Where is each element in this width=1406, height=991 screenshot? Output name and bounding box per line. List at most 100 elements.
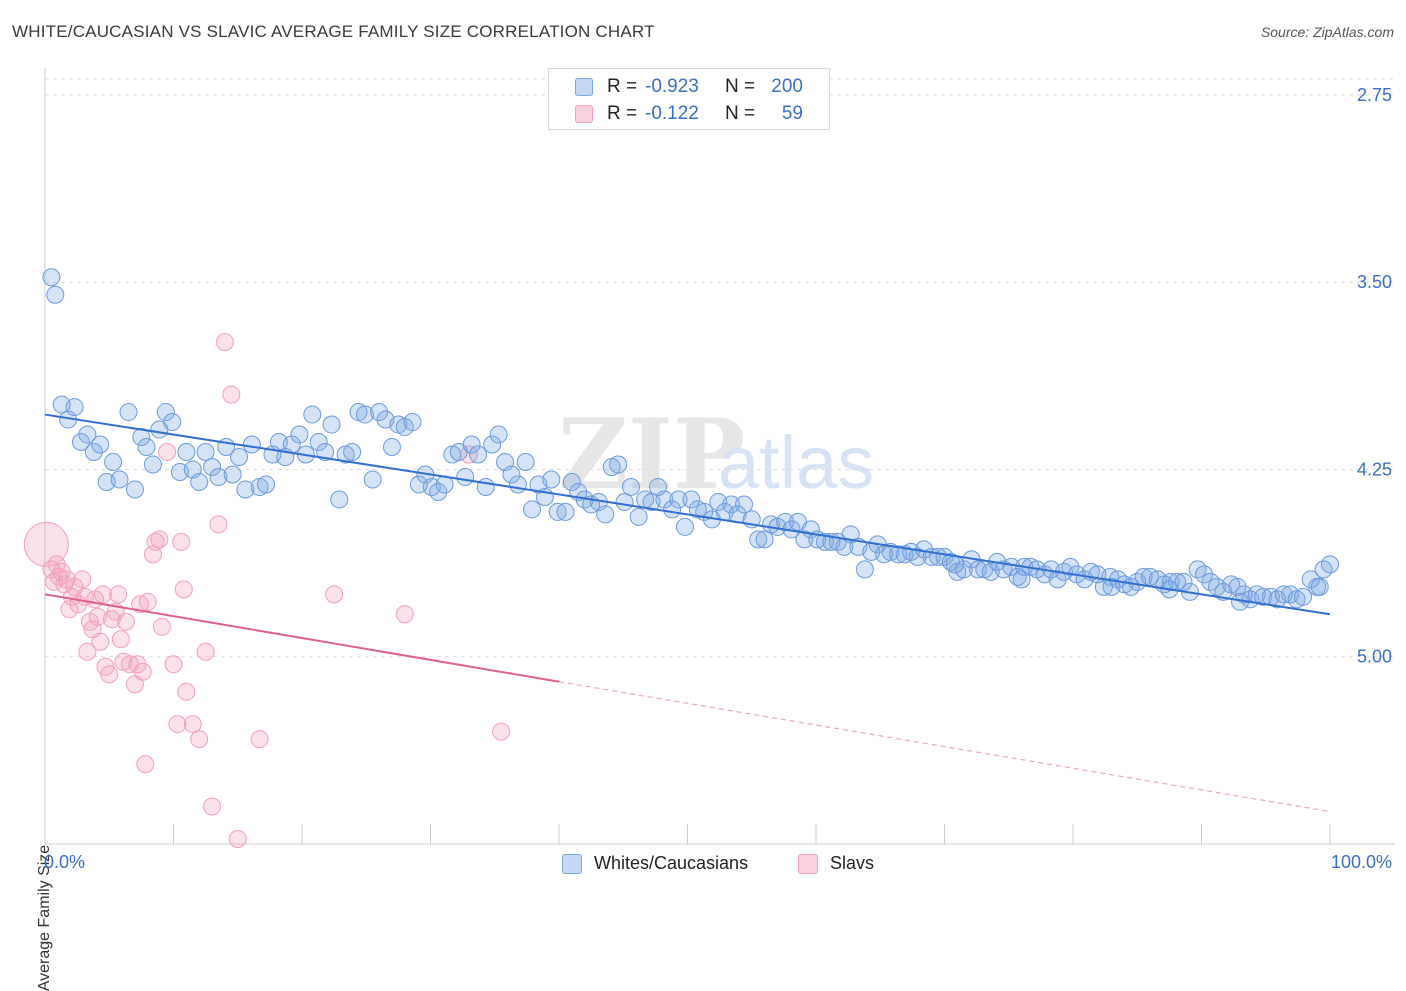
whites-point — [156, 403, 175, 422]
whites-point — [476, 477, 495, 496]
slavs-point — [177, 682, 196, 701]
y-tick-label: 5.00 — [1357, 647, 1392, 667]
n-label: N = — [725, 76, 756, 97]
whites-point — [196, 443, 215, 462]
whites-point — [429, 482, 448, 501]
whites-point — [542, 470, 561, 489]
whites-point — [682, 490, 701, 509]
whites-point — [945, 555, 964, 574]
n-value: 59 — [781, 103, 803, 124]
slavs-point — [164, 655, 183, 674]
whites-point — [795, 530, 814, 549]
slavs-point — [138, 592, 157, 611]
slavs-legend-swatch — [798, 854, 818, 874]
whites-point — [1301, 570, 1320, 589]
whites-point — [516, 452, 535, 471]
whites-point — [84, 443, 103, 462]
watermark-atlas: atlas — [718, 421, 874, 504]
whites-point — [143, 455, 162, 474]
slavs-point — [190, 730, 209, 749]
r-label: R = — [607, 76, 638, 97]
whites-point — [137, 438, 156, 457]
whites-point — [46, 285, 65, 304]
slavs-point — [78, 642, 97, 661]
whites-point — [403, 413, 422, 432]
y-tick-label: 4.25 — [1357, 459, 1392, 479]
whites-point — [596, 505, 615, 524]
slavs-trendline — [44, 593, 560, 683]
whites-point — [257, 475, 276, 494]
whites-point — [91, 435, 110, 454]
whites-point — [655, 490, 674, 509]
whites-point — [290, 425, 309, 444]
whites-point — [190, 472, 209, 491]
slavs-point — [196, 642, 215, 661]
slavs-point — [91, 632, 110, 651]
slavs-point — [172, 532, 191, 551]
whites-point — [456, 467, 475, 486]
whites-point — [1195, 565, 1214, 584]
whites-point — [675, 517, 694, 536]
slavs-point — [88, 607, 107, 626]
slavs-point — [109, 585, 128, 604]
whites-point — [355, 405, 374, 424]
whites-point — [1174, 572, 1193, 591]
whites-point — [1102, 577, 1121, 596]
whites-point — [119, 403, 138, 422]
slavs-point — [395, 605, 414, 624]
slavs-point — [111, 630, 130, 649]
whites-point — [382, 438, 401, 457]
whites-point — [722, 495, 741, 514]
whites-point — [502, 465, 521, 484]
whites-point — [1310, 577, 1329, 596]
whites-point — [1228, 577, 1247, 596]
slavs-point — [23, 521, 69, 567]
whites-point — [621, 477, 640, 496]
whites-point — [548, 502, 567, 521]
slavs-point — [250, 730, 269, 749]
whites-point — [523, 500, 542, 519]
slavs-point — [228, 830, 247, 849]
whites-point — [755, 530, 774, 549]
whites-trendline — [44, 413, 1331, 616]
whites-point — [469, 445, 488, 464]
slavs-point — [158, 443, 177, 462]
whites-point — [508, 475, 527, 494]
whites-point — [1254, 587, 1273, 606]
whites-point — [65, 398, 84, 417]
whites-point — [669, 490, 688, 509]
slavs-point — [100, 665, 119, 684]
whites-point — [78, 425, 97, 444]
whites-point — [629, 507, 648, 526]
slavs-point — [183, 715, 202, 734]
whites-point — [125, 480, 144, 499]
whites-point — [303, 405, 322, 424]
series-legend: Whites/Caucasians Slavs — [0, 852, 1406, 878]
slavs-point — [215, 333, 234, 352]
y-tick-labels: 5.00 4.25 3.50 2.75 — [1357, 85, 1392, 667]
whites-point — [209, 467, 228, 486]
slavs-point — [133, 662, 152, 681]
whites-point — [110, 470, 129, 489]
whites-point — [370, 403, 389, 422]
whites-point — [1048, 570, 1067, 589]
slavs-point — [57, 570, 76, 589]
slavs-point — [492, 722, 511, 741]
slavs-swatch — [575, 105, 593, 123]
whites-point — [1061, 557, 1080, 576]
whites-point — [177, 443, 196, 462]
chart-title: WHITE/CAUCASIAN VS SLAVIC AVERAGE FAMILY… — [12, 22, 655, 41]
whites-legend-swatch — [562, 854, 582, 874]
slavs-point — [168, 715, 187, 734]
whites-point — [203, 457, 222, 476]
whites-point — [104, 452, 123, 471]
whites-point — [609, 455, 628, 474]
whites-point — [815, 532, 834, 551]
slavs-trendline-extension — [558, 681, 1331, 813]
whites-point — [71, 433, 90, 452]
slavs-point — [93, 585, 112, 604]
whites-point — [483, 435, 502, 454]
n-label: N = — [725, 103, 756, 124]
whites-point — [363, 470, 382, 489]
whites-point — [855, 560, 874, 579]
